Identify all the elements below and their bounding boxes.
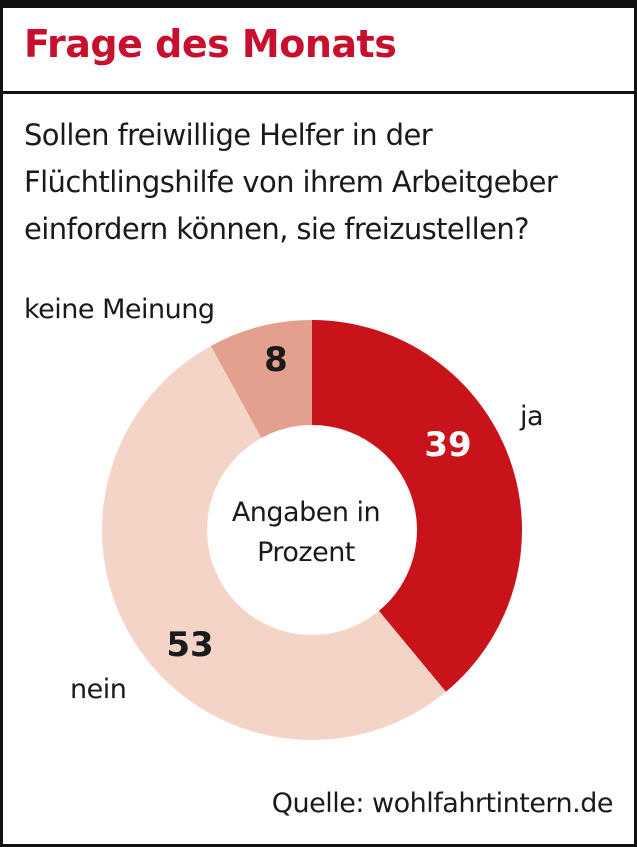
value-label-keine-meinung: 8 [264,340,288,380]
question-line-3: einfordern können, sie freizustellen? [24,212,530,246]
category-label-ja: ja [519,401,543,432]
question-line-1: Sollen freiwillige Helfer in der [24,118,433,152]
center-label-line-1: Angaben in [232,497,380,528]
center-label-line-2: Prozent [257,537,355,568]
source-note: Quelle: wohlfahrtintern.de [271,788,614,819]
category-label-nein: nein [70,674,126,705]
question-line-2: Flüchtlingshilfe von ihrem Arbeitgeber [24,165,558,199]
value-label-ja: 39 [424,425,471,465]
donut-slices [102,320,523,740]
slice-ja [312,320,523,692]
category-label-keine-meinung: keine Meinung [24,294,214,325]
value-label-nein: 53 [166,625,213,665]
chart-title: Frage des Monats [24,22,397,66]
title-divider [0,91,637,94]
slice-keine-meinung [210,320,312,438]
slice-nein [102,345,446,740]
question-text: Sollen freiwillige Helfer in der Flüchtl… [24,112,624,253]
